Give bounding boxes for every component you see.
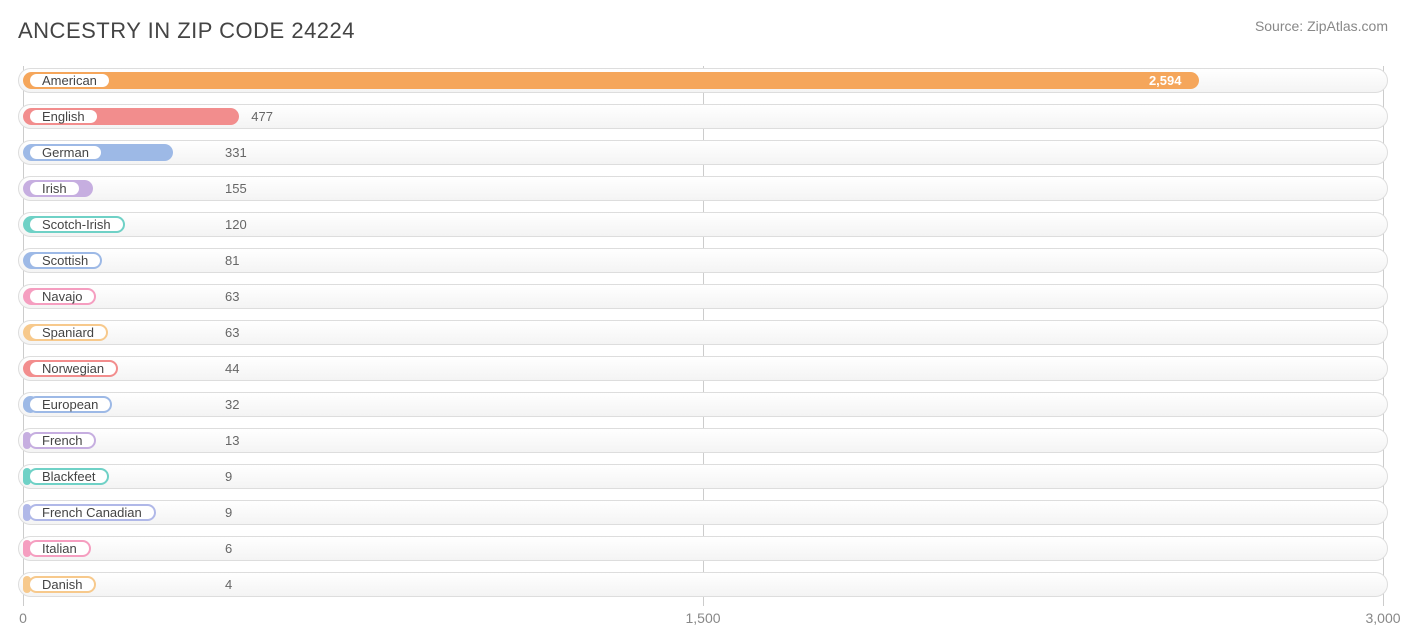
bar-label-pill: German [28,144,103,161]
bar-label-pill: French Canadian [28,504,156,521]
bar-track [18,356,1388,381]
bar-value: 13 [225,432,239,449]
chart-title: ANCESTRY IN ZIP CODE 24224 [18,18,355,44]
x-tick-label: 0 [19,610,27,626]
bar-label-pill: Norwegian [28,360,118,377]
bar-value: 155 [225,180,247,197]
bar-value: 2,594 [1149,72,1182,89]
bar-row: Navajo 63 [18,282,1388,311]
bar-track [18,176,1388,201]
bar-track [18,284,1388,309]
chart-source: Source: ZipAtlas.com [1255,18,1388,34]
x-axis: 01,5003,000 [18,606,1388,634]
bar-value: 120 [225,216,247,233]
bar-row: French Canadian 9 [18,498,1388,527]
bar-label-pill: European [28,396,112,413]
bar-fill [23,72,1199,89]
chart-header: ANCESTRY IN ZIP CODE 24224 Source: ZipAt… [18,18,1388,44]
bar-value: 44 [225,360,239,377]
bar-label-pill: Scotch-Irish [28,216,125,233]
bar-label-pill: English [28,108,99,125]
x-tick-label: 1,500 [685,610,720,626]
bar-track [18,248,1388,273]
bar-row: Danish 4 [18,570,1388,599]
bar-value: 477 [251,108,273,125]
bar-value: 63 [225,288,239,305]
bar-label-pill: Danish [28,576,96,593]
bar-label-pill: Blackfeet [28,468,109,485]
bar-label-pill: Scottish [28,252,102,269]
bar-chart: American 2,594 English 477 German 331 Irish 155… [18,66,1388,634]
bar-label-pill: French [28,432,96,449]
bar-row: German 331 [18,138,1388,167]
bar-label-pill: Navajo [28,288,96,305]
bar-value: 32 [225,396,239,413]
bar-track [18,572,1388,597]
bar-row: Blackfeet 9 [18,462,1388,491]
bar-track [18,212,1388,237]
bar-row: Italian 6 [18,534,1388,563]
bar-row: Irish 155 [18,174,1388,203]
chart-container: ANCESTRY IN ZIP CODE 24224 Source: ZipAt… [0,0,1406,644]
bar-track [18,140,1388,165]
bar-track [18,320,1388,345]
bar-row: Scotch-Irish 120 [18,210,1388,239]
bar-track [18,464,1388,489]
bar-row: American 2,594 [18,66,1388,95]
bar-row: French 13 [18,426,1388,455]
bar-label-pill: Irish [28,180,81,197]
bar-value: 63 [225,324,239,341]
bar-row: Scottish 81 [18,246,1388,275]
bar-label-pill: American [28,72,111,89]
bar-track [18,392,1388,417]
x-tick-label: 3,000 [1365,610,1400,626]
bar-value: 6 [225,540,232,557]
bar-row: Norwegian 44 [18,354,1388,383]
bar-track [18,428,1388,453]
bar-label-pill: Italian [28,540,91,557]
bar-value: 9 [225,468,232,485]
bar-value: 331 [225,144,247,161]
bar-track [18,536,1388,561]
bar-row: English 477 [18,102,1388,131]
bar-value: 81 [225,252,239,269]
bar-value: 9 [225,504,232,521]
bar-row: European 32 [18,390,1388,419]
bar-value: 4 [225,576,232,593]
bar-row: Spaniard 63 [18,318,1388,347]
bar-label-pill: Spaniard [28,324,108,341]
bar-track [18,500,1388,525]
